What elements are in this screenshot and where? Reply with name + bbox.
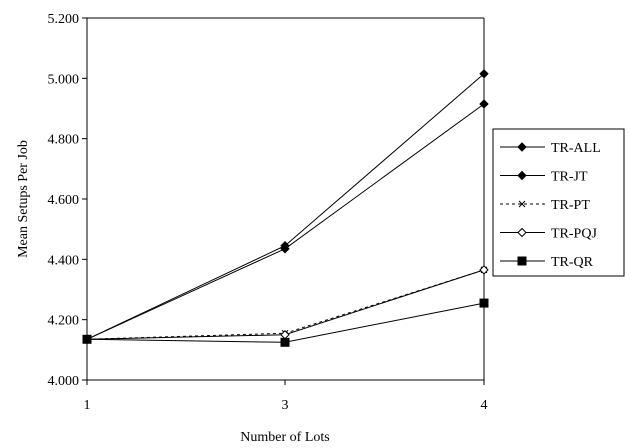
y-tick-label: 4.000 — [48, 374, 80, 389]
legend-label: TR-ALL — [551, 141, 601, 156]
y-ticks: 4.000 4.200 4.400 4.600 4.800 5.000 5.200 — [48, 12, 87, 389]
data-point — [479, 265, 489, 275]
x-tick-label: 1 — [84, 398, 91, 413]
legend-marker — [517, 142, 527, 152]
data-point — [280, 337, 290, 347]
series-tr-jt — [82, 99, 489, 344]
series-group — [82, 69, 489, 347]
legend: TR-ALL TR-JT TR-PT TR-PQJ TR-QR — [492, 128, 625, 277]
y-tick-label: 4.600 — [48, 193, 80, 208]
series-tr-pqj — [82, 265, 489, 344]
legend-marker — [517, 256, 527, 266]
axes — [86, 17, 485, 381]
legend-label: TR-PT — [551, 198, 590, 213]
legend-item-tr-jt: TR-JT — [500, 170, 588, 185]
y-tick-label: 4.800 — [48, 133, 80, 148]
data-point — [280, 330, 290, 340]
data-point — [479, 99, 489, 109]
x-axis-title: Number of Lots — [240, 430, 329, 445]
series-line — [86, 269, 485, 340]
legend-label: TR-QR — [551, 255, 594, 270]
y-axis-title: Mean Setups Per Job — [16, 140, 31, 258]
legend-item-tr-pt: TR-PT — [500, 198, 590, 213]
series-tr-all — [82, 69, 489, 344]
legend-label: TR-PQJ — [551, 227, 597, 242]
series-line — [86, 103, 485, 340]
x-tick-label: 4 — [481, 398, 488, 413]
legend-item-tr-pqj: TR-PQJ — [500, 227, 597, 242]
legend-marker — [517, 227, 527, 238]
y-tick-label: 4.200 — [48, 314, 80, 329]
series-line — [86, 73, 485, 340]
x-tick-label: 3 — [282, 398, 289, 413]
y-tick-label: 5.200 — [48, 12, 80, 27]
legend-label: TR-JT — [551, 170, 588, 185]
legend-box — [492, 128, 625, 277]
legend-item-tr-qr: TR-QR — [500, 255, 594, 270]
y-tick-label: 5.000 — [48, 72, 80, 87]
x-ticks: 1 3 4 — [84, 380, 488, 413]
series-line — [86, 269, 485, 340]
data-point — [479, 298, 489, 308]
data-point — [280, 244, 290, 254]
legend-marker — [518, 200, 526, 208]
legend-marker — [517, 170, 527, 181]
data-point — [82, 334, 92, 344]
legend-item-tr-all: TR-ALL — [500, 141, 601, 156]
series-tr-qr — [82, 298, 489, 347]
data-point — [479, 69, 489, 79]
y-tick-label: 4.400 — [48, 253, 80, 268]
